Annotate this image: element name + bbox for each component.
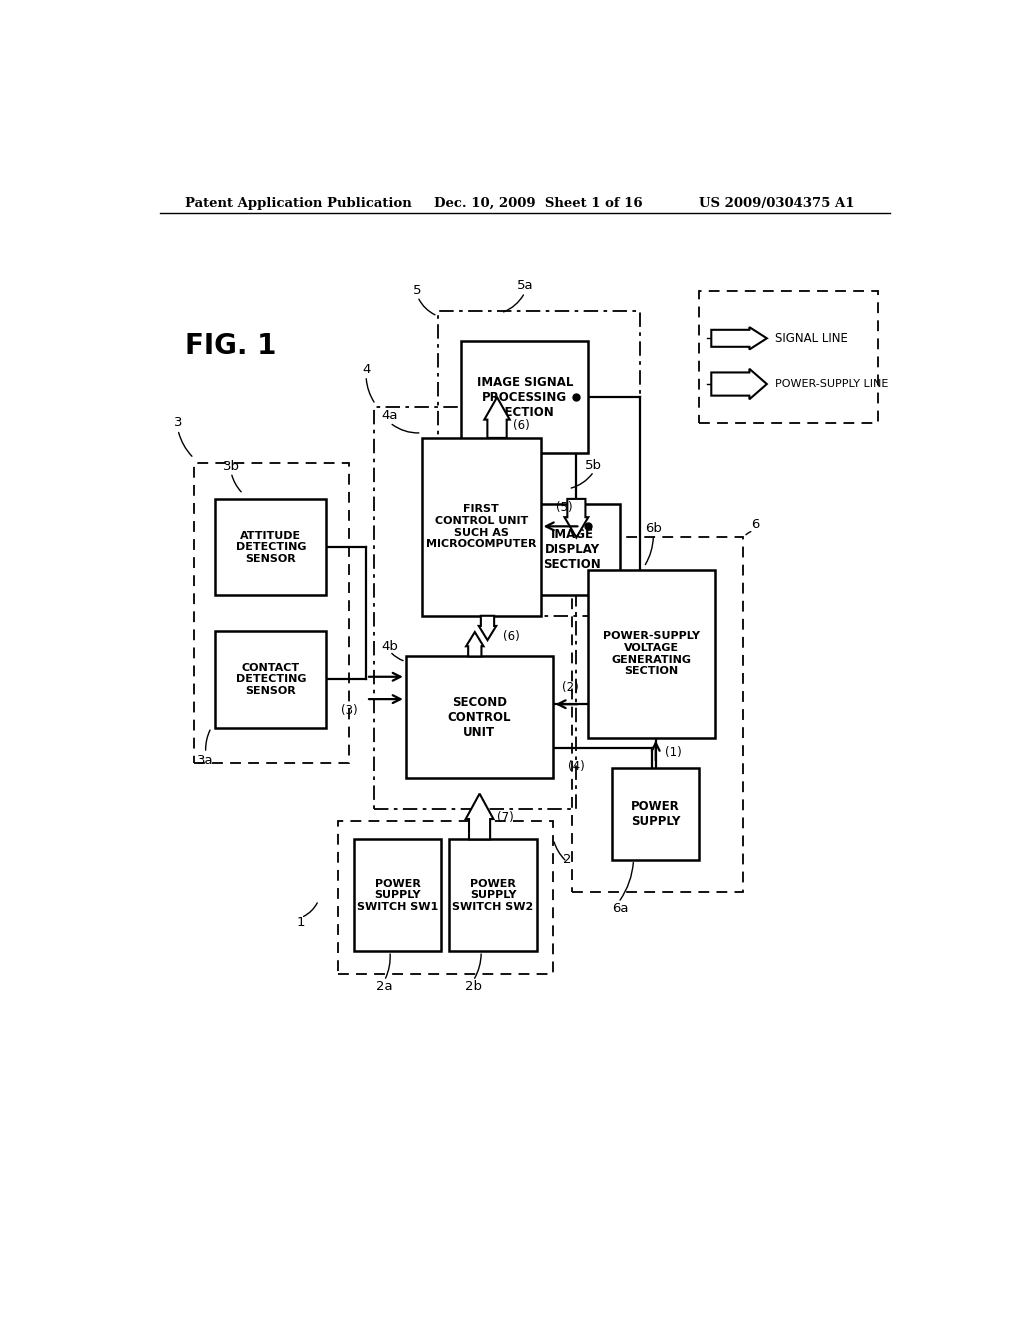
Polygon shape bbox=[712, 368, 767, 399]
Text: Dec. 10, 2009  Sheet 1 of 16: Dec. 10, 2009 Sheet 1 of 16 bbox=[433, 197, 642, 210]
Text: FIG. 1: FIG. 1 bbox=[185, 333, 276, 360]
Text: (7): (7) bbox=[497, 810, 514, 824]
Polygon shape bbox=[712, 327, 767, 350]
FancyBboxPatch shape bbox=[406, 656, 553, 779]
Polygon shape bbox=[479, 615, 497, 640]
Text: (6): (6) bbox=[513, 420, 529, 432]
Polygon shape bbox=[466, 793, 494, 840]
FancyBboxPatch shape bbox=[461, 342, 588, 453]
Text: ATTITUDE
DETECTING
SENSOR: ATTITUDE DETECTING SENSOR bbox=[236, 531, 306, 564]
Text: POWER
SUPPLY: POWER SUPPLY bbox=[631, 800, 680, 828]
FancyBboxPatch shape bbox=[524, 504, 620, 595]
Text: POWER
SUPPLY
SWITCH SW1: POWER SUPPLY SWITCH SW1 bbox=[357, 879, 438, 912]
Text: 2: 2 bbox=[562, 853, 571, 866]
Text: POWER-SUPPLY LINE: POWER-SUPPLY LINE bbox=[775, 379, 888, 389]
Text: 5: 5 bbox=[414, 284, 422, 297]
Text: 5b: 5b bbox=[586, 459, 602, 471]
Text: IMAGE
DISPLAY
SECTION: IMAGE DISPLAY SECTION bbox=[544, 528, 601, 572]
Text: Patent Application Publication: Patent Application Publication bbox=[185, 197, 412, 210]
FancyBboxPatch shape bbox=[215, 499, 327, 595]
Text: (6): (6) bbox=[504, 630, 520, 643]
Text: (1): (1) bbox=[666, 747, 682, 759]
FancyBboxPatch shape bbox=[422, 438, 541, 615]
Text: POWER
SUPPLY
SWITCH SW2: POWER SUPPLY SWITCH SW2 bbox=[453, 879, 534, 912]
Text: SECOND
CONTROL
UNIT: SECOND CONTROL UNIT bbox=[447, 696, 511, 739]
FancyBboxPatch shape bbox=[450, 840, 537, 952]
Text: 3: 3 bbox=[174, 416, 182, 429]
Text: 6a: 6a bbox=[611, 902, 629, 915]
Text: (3): (3) bbox=[341, 704, 357, 717]
Text: 6: 6 bbox=[751, 517, 759, 531]
Text: 2b: 2b bbox=[465, 981, 481, 993]
Text: POWER-SUPPLY
VOLTAGE
GENERATING
SECTION: POWER-SUPPLY VOLTAGE GENERATING SECTION bbox=[603, 631, 700, 676]
Text: 2a: 2a bbox=[376, 981, 392, 993]
Polygon shape bbox=[466, 632, 483, 656]
Polygon shape bbox=[484, 397, 510, 438]
Text: 5a: 5a bbox=[516, 279, 534, 292]
FancyBboxPatch shape bbox=[612, 768, 699, 859]
Text: 3a: 3a bbox=[198, 754, 214, 767]
Text: (2): (2) bbox=[562, 681, 579, 694]
Text: US 2009/0304375 A1: US 2009/0304375 A1 bbox=[699, 197, 855, 210]
Text: CONTACT
DETECTING
SENSOR: CONTACT DETECTING SENSOR bbox=[236, 663, 306, 696]
FancyBboxPatch shape bbox=[354, 840, 441, 952]
Text: SIGNAL LINE: SIGNAL LINE bbox=[775, 331, 848, 345]
Text: 4b: 4b bbox=[382, 640, 398, 653]
Polygon shape bbox=[564, 499, 588, 537]
Text: 1: 1 bbox=[297, 916, 305, 929]
FancyBboxPatch shape bbox=[588, 570, 715, 738]
Text: (5): (5) bbox=[556, 502, 572, 515]
Text: 4a: 4a bbox=[382, 409, 398, 422]
Text: 3b: 3b bbox=[222, 459, 240, 473]
Text: 4: 4 bbox=[361, 363, 371, 376]
FancyBboxPatch shape bbox=[215, 631, 327, 727]
Text: FIRST
CONTROL UNIT
SUCH AS
MICROCOMPUTER: FIRST CONTROL UNIT SUCH AS MICROCOMPUTER bbox=[426, 504, 537, 549]
Text: 6b: 6b bbox=[645, 521, 662, 535]
Text: (4): (4) bbox=[568, 760, 585, 774]
Text: IMAGE SIGNAL
PROCESSING
SECTION: IMAGE SIGNAL PROCESSING SECTION bbox=[476, 376, 573, 418]
